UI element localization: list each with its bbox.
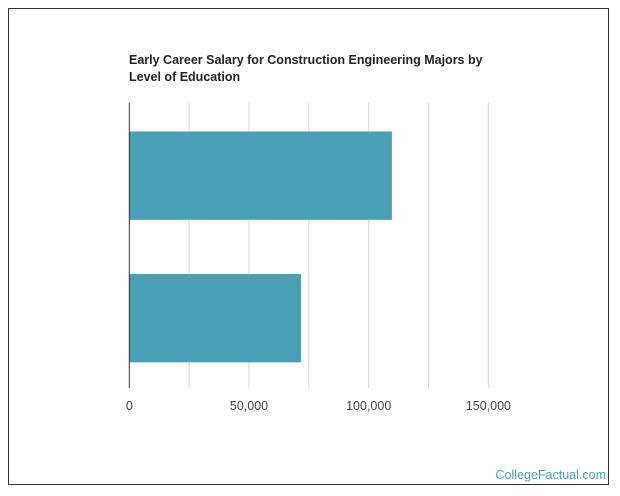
x-tick-label: 50,000 (230, 399, 268, 413)
chart-title: Early Career Salary for Construction Eng… (129, 53, 483, 84)
x-tick-label: 0 (126, 399, 133, 413)
x-tick-label: 100,000 (346, 399, 391, 413)
x-tick-label: 150,000 (466, 399, 511, 413)
source-link[interactable]: CollegeFactual.com (495, 468, 606, 482)
bar (129, 274, 301, 363)
bar (129, 131, 392, 220)
chart-frame (8, 8, 609, 485)
